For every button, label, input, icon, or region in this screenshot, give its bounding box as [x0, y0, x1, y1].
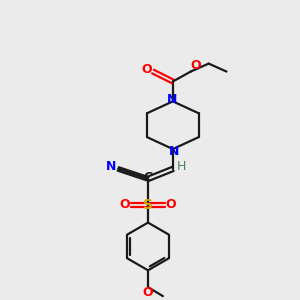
Text: O: O	[142, 63, 152, 76]
Text: O: O	[143, 286, 153, 299]
Text: C: C	[143, 171, 153, 184]
Text: N: N	[167, 93, 177, 106]
Text: O: O	[190, 59, 201, 72]
Text: H: H	[177, 160, 187, 173]
Text: O: O	[120, 198, 130, 211]
Text: S: S	[143, 198, 153, 212]
Text: O: O	[166, 198, 176, 211]
Text: N: N	[106, 160, 116, 173]
Text: N: N	[169, 145, 179, 158]
